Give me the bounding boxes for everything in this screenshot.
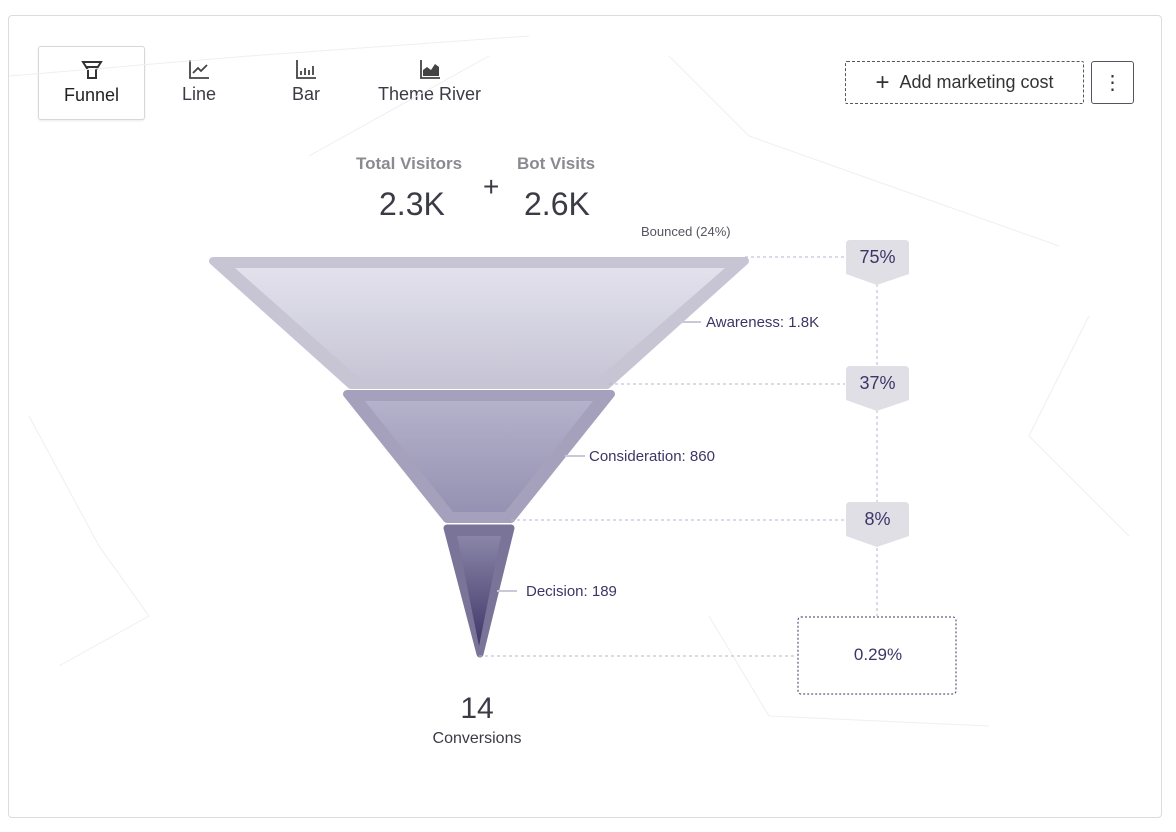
rate-badge: 8% [864,509,891,529]
conversions-value: 14 [460,692,494,725]
background-network [9,35,1130,727]
final-rate-box [797,616,957,695]
tab-theme-river[interactable]: Theme River [367,46,492,118]
plus-icon: + [875,68,890,96]
funnel-chart [9,35,1130,727]
tab-funnel[interactable]: Funnel [38,46,145,120]
final-rate: 0.29% [853,645,903,664]
tab-bar[interactable]: Bar [261,46,351,118]
rate-badges [846,240,909,547]
add-marketing-cost-button[interactable]: + Add marketing cost [845,61,1084,104]
rate-badge: 37% [859,373,896,393]
area-chart-icon [419,60,440,79]
funnel-card: Funnel Line Bar Theme River + Add market… [8,15,1162,818]
line-chart-icon [189,60,209,79]
funnel-icon [80,61,103,79]
tab-line[interactable]: Line [154,46,244,118]
more-options-button[interactable]: ⋮ [1091,61,1134,104]
conversions-label: Conversions [432,730,522,747]
rate-badge: 75% [859,247,896,267]
more-vertical-icon: ⋮ [1102,72,1123,94]
bar-chart-icon [296,60,316,79]
